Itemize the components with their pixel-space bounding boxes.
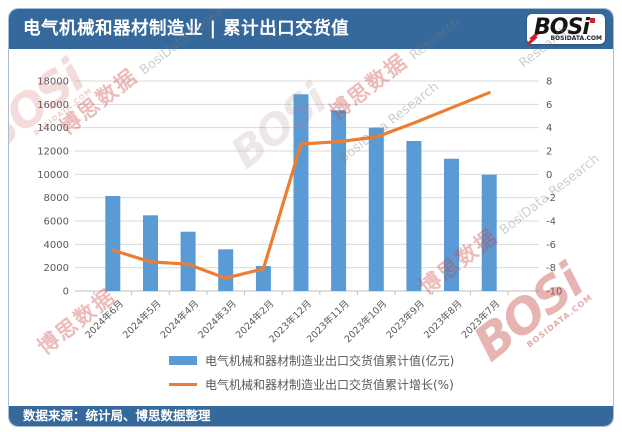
logo-site: BOSIDATA.COM: [550, 35, 602, 42]
chart-frame: 电气机械和器材制造业 | 累计出口交货值 BOSi BOSIDATA.COM 0…: [8, 8, 614, 427]
legend: 电气机械和器材制造业出口交货值累计值(亿元) 电气机械和器材制造业出口交货值累计…: [169, 352, 454, 393]
y-axis-right-label: 2: [546, 147, 552, 158]
y-axis-left-label: 18000: [37, 77, 69, 88]
bar: [218, 249, 234, 291]
x-axis-label: 2023年9月: [384, 298, 427, 341]
bar: [444, 158, 459, 291]
y-axis-right-label: -10: [546, 287, 562, 298]
legend-item-value: 电气机械和器材制造业出口交货值累计值(亿元): [169, 352, 454, 369]
legend-swatch-bar: [169, 356, 197, 365]
logo-text: BOSi: [534, 15, 590, 40]
header-bar: 电气机械和器材制造业 | 累计出口交货值 BOSi BOSIDATA.COM: [9, 9, 613, 49]
x-axis-label: 2024年4月: [158, 298, 201, 341]
x-axis-label: 2023年8月: [421, 298, 464, 341]
y-axis-right-label: 4: [546, 123, 552, 134]
bar: [368, 127, 384, 291]
y-axis-right-label: -8: [546, 263, 556, 274]
y-axis-left-label: 8000: [44, 193, 69, 204]
y-axis-left-label: 16000: [37, 100, 69, 111]
bar: [180, 231, 196, 291]
bar: [331, 110, 347, 291]
y-axis-left-label: 2000: [44, 263, 69, 274]
bar: [143, 215, 158, 291]
legend-swatch-line: [169, 383, 197, 386]
combo-chart: 0 2000 4000 6000 8000 10000 12000 14000 16000 180…: [37, 77, 562, 346]
x-axis-label: 2024年5月: [120, 298, 163, 341]
y-axis-right-label: 8: [546, 77, 552, 88]
y-axis-right-label: -4: [546, 217, 556, 228]
y-axis-left-label: 10000: [37, 170, 69, 181]
x-axis-label: 2023年7月: [459, 298, 502, 341]
data-source: 数据来源：统计局、博思数据整理: [23, 408, 211, 423]
page-title: 电气机械和器材制造业 | 累计出口交货值: [23, 19, 350, 39]
bar: [293, 94, 309, 291]
y-axis-left-label: 6000: [44, 217, 69, 228]
logo-dot-icon: [590, 18, 595, 23]
x-axis-label: 2024年6月: [83, 298, 126, 341]
legend-item-growth: 电气机械和器材制造业出口交货值累计增长(%): [169, 376, 454, 393]
bar: [406, 141, 422, 291]
y-axis-left-label: 14000: [37, 123, 69, 134]
bar: [105, 196, 121, 291]
footer-bar: 数据来源：统计局、博思数据整理: [9, 406, 613, 426]
y-axis-right-label: -6: [546, 240, 556, 251]
y-axis-right-label: -2: [546, 193, 556, 204]
y-axis-left-label: 12000: [37, 147, 69, 158]
legend-label-growth: 电气机械和器材制造业出口交货值累计增长(%): [205, 378, 454, 392]
y-axis-left-label: 4000: [44, 240, 69, 251]
bar: [255, 266, 271, 291]
y-axis-right-label: 0: [546, 170, 552, 181]
y-axis-left-label: 0: [63, 287, 69, 298]
y-axis-right-label: 6: [546, 100, 552, 111]
x-axis-label: 2024年3月: [196, 298, 239, 341]
growth-line: [111, 91, 491, 280]
bar: [481, 174, 497, 291]
bosi-logo: BOSi BOSIDATA.COM: [526, 14, 605, 46]
legend-label-value: 电气机械和器材制造业出口交货值累计值(亿元): [205, 354, 455, 368]
